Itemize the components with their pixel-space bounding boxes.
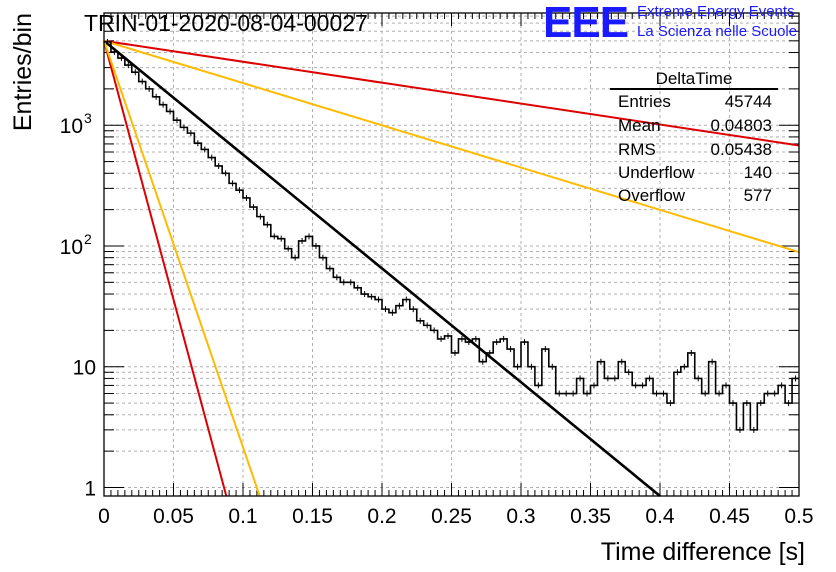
stat-value: 577 [743, 186, 772, 205]
y-tick-label: 10 [60, 115, 83, 138]
x-tick-label: 0.2 [367, 505, 396, 528]
stat-value: 0.05438 [710, 140, 772, 159]
x-tick-label: 0.25 [431, 505, 472, 528]
stat-value: 45744 [724, 92, 772, 111]
stat-value: 0.04803 [710, 116, 772, 135]
fit-lines [103, 39, 800, 498]
stat-label: Overflow [618, 186, 686, 205]
logo-line-2: La Scienza nelle Scuole [637, 23, 798, 40]
x-tick-label: 0.1 [228, 505, 257, 528]
stats-title-rule [610, 88, 778, 90]
x-axis-title: Time difference [s] [601, 538, 805, 566]
stat-row-rms: RMS 0.05438 [618, 138, 772, 161]
histogram-steps [104, 41, 799, 431]
x-tick-label: 0 [98, 505, 110, 528]
y-tick-exponent: 2 [84, 231, 92, 247]
y-tick-label: 10 [73, 357, 96, 380]
axis-ticks [103, 13, 800, 496]
y-tick-exponent: 3 [84, 110, 92, 126]
x-tick-label: 0.4 [645, 505, 675, 528]
fit-line [103, 39, 661, 498]
y-axis-title: Entries/bin [9, 13, 37, 131]
stats-title: DeltaTime [655, 69, 733, 88]
plot-frame [103, 12, 800, 497]
fit-line [103, 39, 800, 147]
stat-value: 140 [743, 163, 772, 182]
y-tick-label: 10 [60, 236, 83, 259]
logo-line-1: Extreme Energy Events [637, 3, 795, 20]
stat-label: Mean [618, 116, 661, 135]
fit-line [103, 39, 800, 254]
stat-row-entries: Entries 45744 [618, 90, 772, 113]
stat-label: Entries [618, 92, 671, 111]
x-tick-label: 0.3 [506, 505, 535, 528]
y-tick-label: 1 [84, 477, 96, 500]
x-tick-label: 0.45 [709, 505, 750, 528]
x-tick-label: 0.5 [784, 505, 813, 528]
stats-box: DeltaTime Entries 45744 Mean 0.04803 RMS… [610, 69, 778, 205]
x-tick-label: 0.15 [292, 505, 333, 528]
x-tick-label: 0.35 [570, 505, 611, 528]
x-tick-label: 0.05 [153, 505, 194, 528]
fit-line [103, 40, 228, 497]
x-tick-labels: 0 0.05 0.1 0.15 0.2 0.25 0.3 0.35 0.4 0.45 0.5 [98, 505, 813, 528]
stat-label: RMS [618, 140, 656, 159]
stat-row-underflow: Underflow 140 [618, 161, 772, 184]
logo-mark: EEE [543, 0, 629, 47]
stat-row-mean: Mean 0.04803 [618, 114, 772, 137]
stat-row-overflow: Overflow 577 [618, 184, 772, 207]
stat-label: Underflow [618, 163, 695, 182]
histogram [104, 38, 799, 433]
plot-title: TRIN-01-2020-08-04-00027 [84, 10, 368, 36]
fit-line [103, 40, 261, 497]
